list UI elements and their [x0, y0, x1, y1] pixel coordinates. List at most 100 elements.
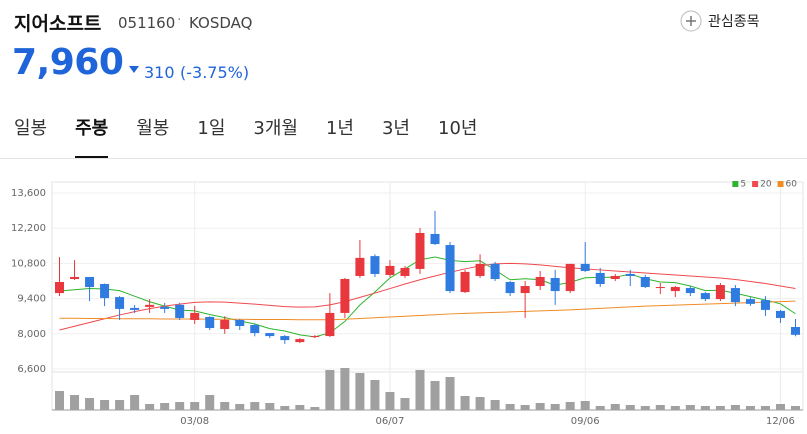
y-tick-label: 12,200	[11, 223, 46, 234]
candle-body	[85, 276, 95, 288]
candle-body	[250, 325, 260, 334]
candle-body	[220, 319, 230, 330]
candle-body	[640, 276, 650, 288]
separator-dot: ·	[177, 12, 182, 28]
moving-average-line	[59, 262, 796, 331]
volume-bar	[385, 392, 395, 410]
volume-bar	[115, 400, 125, 410]
volume-bar	[70, 395, 80, 410]
volume-bar	[355, 373, 365, 410]
candle-body	[700, 293, 710, 300]
candle-body	[655, 287, 665, 289]
volume-bar	[595, 406, 605, 410]
volume-bar	[775, 404, 785, 410]
volume-bar	[505, 404, 515, 410]
volume-bar	[760, 406, 770, 410]
candle-body	[130, 307, 140, 310]
candle-body	[685, 288, 695, 294]
tab[interactable]: 주봉	[75, 114, 109, 158]
y-tick-label: 10,800	[11, 258, 46, 269]
tab[interactable]: 월봉	[136, 118, 170, 139]
watchlist-label: 관심종목	[708, 14, 760, 30]
legend-label: 5	[740, 180, 746, 190]
candle-body	[715, 285, 725, 300]
divider	[0, 158, 807, 159]
candle-body	[370, 256, 380, 274]
moving-average-line	[59, 256, 796, 338]
volume-bar	[400, 398, 410, 410]
volume-bar	[430, 381, 440, 410]
volume-bar	[640, 406, 650, 410]
volume-bar	[415, 370, 425, 410]
y-tick-label: 6,600	[17, 364, 46, 375]
candle-body	[505, 282, 515, 294]
volume-bar	[100, 400, 110, 410]
volume-bar	[490, 400, 500, 410]
candle-body	[475, 263, 485, 276]
candle-body	[280, 336, 290, 341]
candle-body	[745, 299, 755, 304]
volume-bar	[655, 405, 665, 410]
tab[interactable]: 10년	[438, 118, 478, 139]
candle-body	[460, 271, 470, 293]
y-tick-label: 8,000	[17, 329, 46, 340]
volume-bar	[145, 404, 155, 410]
candle-body	[190, 312, 200, 320]
tab[interactable]: 1일	[197, 118, 226, 139]
volume-bar	[730, 405, 740, 410]
tab[interactable]: 3개월	[253, 118, 298, 139]
candle-body	[70, 276, 80, 279]
volume-bar	[190, 402, 200, 410]
candle-body	[385, 265, 395, 275]
volume-bar	[550, 404, 560, 410]
candle-body	[775, 310, 785, 318]
candle-body	[55, 282, 65, 294]
volume-bar	[265, 403, 275, 410]
candle-body	[265, 333, 275, 337]
volume-bar	[700, 406, 710, 410]
volume-bar	[520, 405, 530, 410]
legend-label: 60	[786, 180, 798, 190]
volume-bar	[250, 402, 260, 410]
volume-bar	[625, 405, 635, 410]
tab[interactable]: 일봉	[14, 118, 48, 139]
volume-bar	[235, 404, 245, 410]
volume-bar	[340, 368, 350, 410]
tab[interactable]: 1년	[325, 118, 354, 139]
candle-body	[325, 312, 335, 337]
watchlist-button[interactable]: 관심종목	[680, 10, 760, 32]
legend-swatch	[777, 181, 784, 187]
volume-bar	[205, 395, 215, 410]
candle-body	[580, 263, 590, 271]
candle-body	[145, 304, 155, 307]
tab[interactable]: 3년	[381, 118, 410, 139]
candle-body	[100, 284, 110, 299]
candle-body	[310, 336, 320, 338]
candle-body	[340, 278, 350, 313]
volume-bar	[85, 398, 95, 410]
candle-body	[205, 316, 215, 329]
change: 310	[144, 63, 175, 82]
down-arrow	[129, 66, 139, 73]
volume-bar	[220, 402, 230, 410]
y-tick-label: 13,600	[11, 188, 46, 199]
y-tick-label: 9,400	[17, 294, 46, 305]
candle-body	[535, 276, 545, 287]
volume-bar	[370, 380, 380, 410]
volume-bar	[790, 406, 800, 410]
candle-body	[160, 306, 170, 309]
price: 7,960	[12, 42, 124, 83]
candle-body	[625, 273, 635, 276]
volume-bar	[280, 406, 290, 410]
change-percent: (-3.75%)	[180, 63, 250, 82]
period-tabs: 일봉 주봉 월봉 1일 3개월 1년 3년 10년	[14, 114, 505, 158]
stock-code: 051160	[118, 14, 176, 32]
volume-bar	[295, 405, 305, 410]
x-tick-label: 12/06	[766, 416, 795, 427]
candle-body	[295, 339, 305, 343]
volume-bar	[745, 406, 755, 410]
candle-body	[670, 287, 680, 292]
volume-bar	[535, 403, 545, 410]
candle-body	[595, 272, 605, 285]
candle-body	[235, 319, 245, 327]
